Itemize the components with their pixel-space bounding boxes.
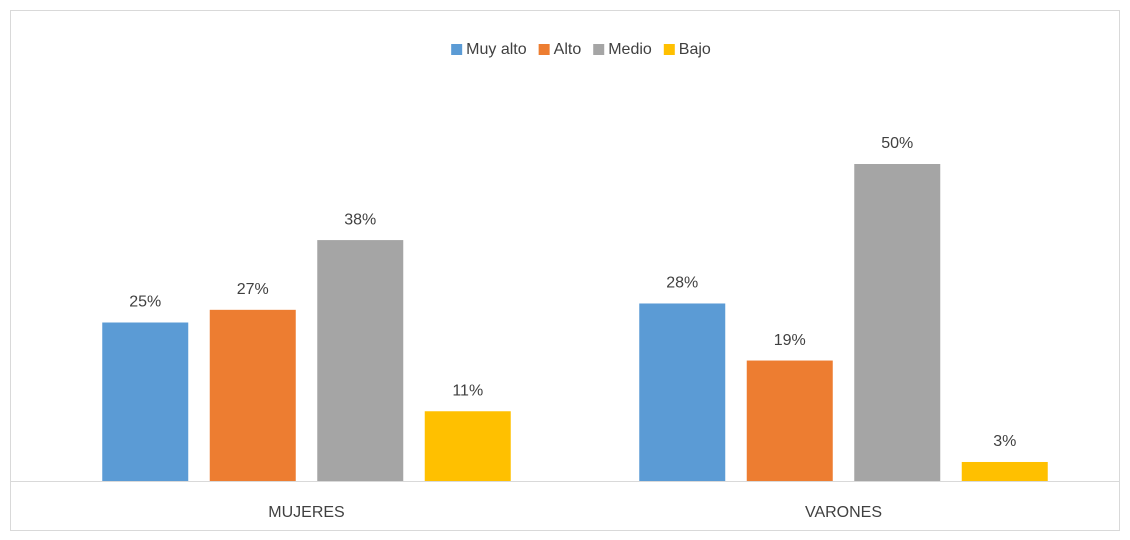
legend-swatch <box>538 44 550 55</box>
data-label: 38% <box>344 211 376 228</box>
bar <box>854 164 941 481</box>
x-tick-label: MUJERES <box>268 504 344 521</box>
legend-swatch <box>451 44 463 55</box>
legend-label: Alto <box>554 41 582 58</box>
legend-label: Muy alto <box>466 41 527 58</box>
bar <box>102 322 189 481</box>
data-label: 25% <box>129 294 161 311</box>
bar <box>746 360 833 481</box>
legend-label: Medio <box>608 41 652 58</box>
data-label: 28% <box>666 275 698 292</box>
data-label: 50% <box>881 135 913 152</box>
legend-swatch <box>663 44 675 55</box>
data-label: 19% <box>774 332 806 349</box>
data-label: 3% <box>993 433 1016 450</box>
bar <box>961 461 1048 481</box>
legend-swatch <box>593 44 605 55</box>
bar <box>424 411 511 481</box>
data-label: 27% <box>237 281 269 298</box>
bar <box>209 309 296 481</box>
legend-label: Bajo <box>679 41 711 58</box>
bar <box>317 240 404 481</box>
data-label: 11% <box>452 382 483 399</box>
x-tick-label: VARONES <box>805 504 882 521</box>
bar <box>639 303 726 481</box>
chart-border <box>10 10 1120 531</box>
